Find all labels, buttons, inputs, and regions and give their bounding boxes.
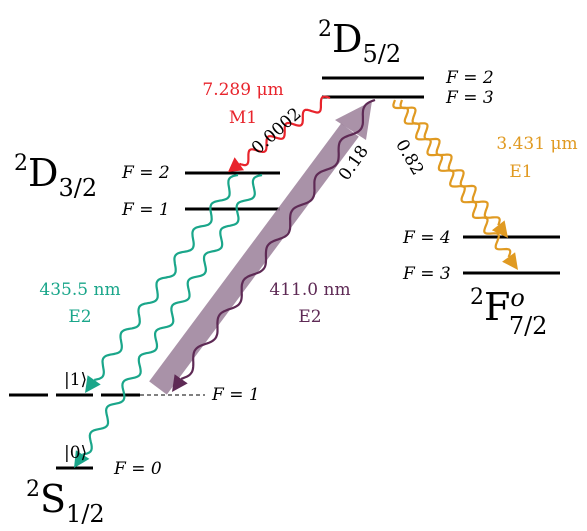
drive-type-label: E2 <box>298 307 321 327</box>
drive-decay-arrowhead <box>172 374 188 392</box>
ket-zero-label: |0⟩ <box>64 443 87 463</box>
m1-wave <box>238 95 331 167</box>
e2-decay-arrowhead-f1 <box>85 375 101 393</box>
e1-type-label: E1 <box>509 162 532 182</box>
e1-arrowhead-f4 <box>491 220 508 238</box>
e1-branching-label: 0.82 <box>391 136 427 179</box>
m1-wavelength-label: 7.289 μm <box>202 80 283 100</box>
e2-decay-arrowhead-f0 <box>74 450 90 468</box>
s12-f-lower-label: F = 0 <box>113 459 162 479</box>
d52-term-symbol: 2D5/2 <box>318 17 401 68</box>
m1-arrowhead <box>228 157 244 172</box>
d32-term-symbol: 2D3/2 <box>14 151 97 202</box>
s12-term-symbol: 2S1/2 <box>26 477 105 528</box>
f72-f-upper-label: F = 4 <box>402 228 451 248</box>
drive-decay-wave <box>180 98 376 380</box>
decay-type-label: E2 <box>68 307 91 327</box>
d52-f-upper-label: F = 2 <box>445 68 494 88</box>
f72-f-lower-label: F = 3 <box>402 264 451 284</box>
e1-wavelength-label: 3.431 μm <box>496 134 577 154</box>
d52-f-lower-label: F = 3 <box>445 88 494 108</box>
drive-wavelength-label: 411.0 nm <box>269 280 350 300</box>
e1-arrowhead-f3 <box>502 252 518 270</box>
d32-f-upper-label: F = 2 <box>121 163 170 183</box>
e1-wave-to-f3 <box>392 99 512 258</box>
ket-one-label: |1⟩ <box>64 370 87 390</box>
level-lines <box>9 76 560 470</box>
d32-f-lower-label: F = 1 <box>121 200 170 220</box>
e2-decay-wave-to-f1 <box>94 173 239 381</box>
f72-term-symbol: 2Fo 7/2 <box>470 284 547 340</box>
e2-decay-wave-to-f0 <box>82 173 263 456</box>
m1-type-label: M1 <box>229 108 257 128</box>
s12-f-upper-label: F = 1 <box>211 385 260 405</box>
decay-wavelength-label: 435.5 nm <box>39 280 120 300</box>
